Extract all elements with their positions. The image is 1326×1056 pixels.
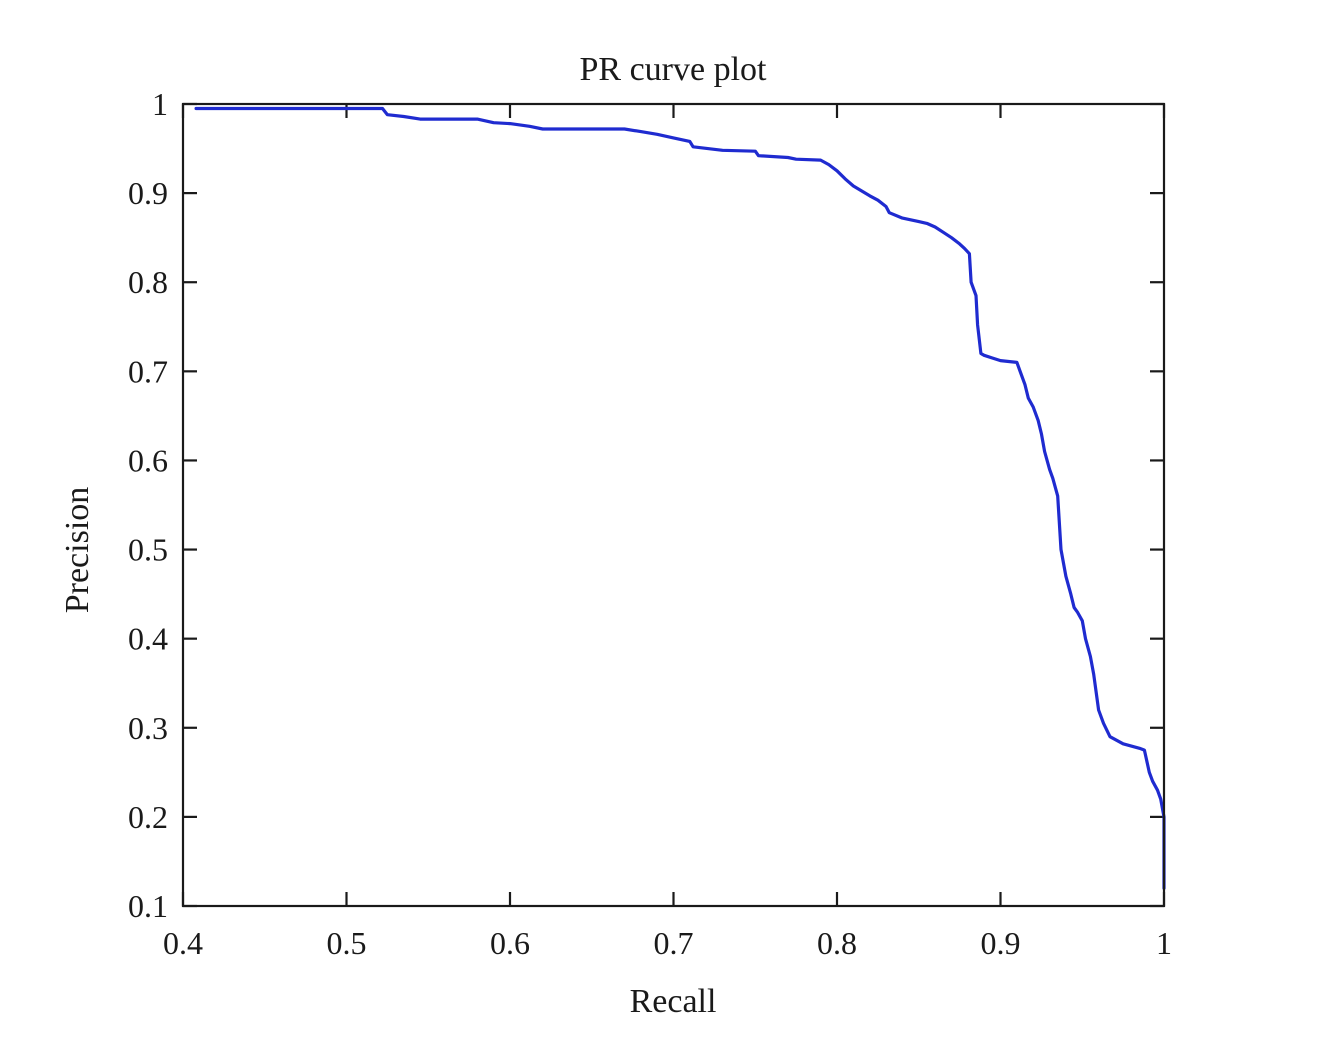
x-axis-label: Recall: [630, 983, 717, 1020]
x-tick-label-2: 0.6: [490, 925, 530, 961]
y-tick-label-7: 0.8: [128, 264, 168, 300]
y-tick-label-9: 1: [152, 86, 168, 122]
y-tick-label-4: 0.5: [128, 532, 168, 568]
chart-title: PR curve plot: [580, 51, 768, 88]
y-axis-label: Precision: [59, 487, 96, 614]
x-tick-label-5: 0.9: [981, 925, 1021, 961]
x-tick-label-0: 0.4: [163, 925, 203, 961]
y-tick-label-6: 0.7: [128, 353, 168, 389]
y-tick-label-3: 0.4: [128, 621, 168, 657]
plot-area-frame: [181, 102, 1166, 908]
y-tick-label-2: 0.3: [128, 710, 168, 746]
axis-ticks: [181, 102, 1166, 908]
precision-recall-line: [194, 106, 1166, 890]
x-tick-label-1: 0.5: [327, 925, 367, 961]
y-tick-label-0: 0.1: [128, 888, 168, 924]
tick-labels: 0.4 0.5 0.6 0.7 0.8 0.9 1 0.1 0.2 0.3 0.4 0.5 0.6 0.7…: [128, 86, 1172, 961]
x-tick-label-3: 0.7: [654, 925, 694, 961]
y-tick-label-8: 0.9: [128, 175, 168, 211]
x-tick-label-4: 0.8: [817, 925, 857, 961]
x-tick-label-6: 1: [1156, 925, 1172, 961]
y-tick-label-1: 0.2: [128, 799, 168, 835]
y-tick-label-5: 0.6: [128, 442, 168, 478]
